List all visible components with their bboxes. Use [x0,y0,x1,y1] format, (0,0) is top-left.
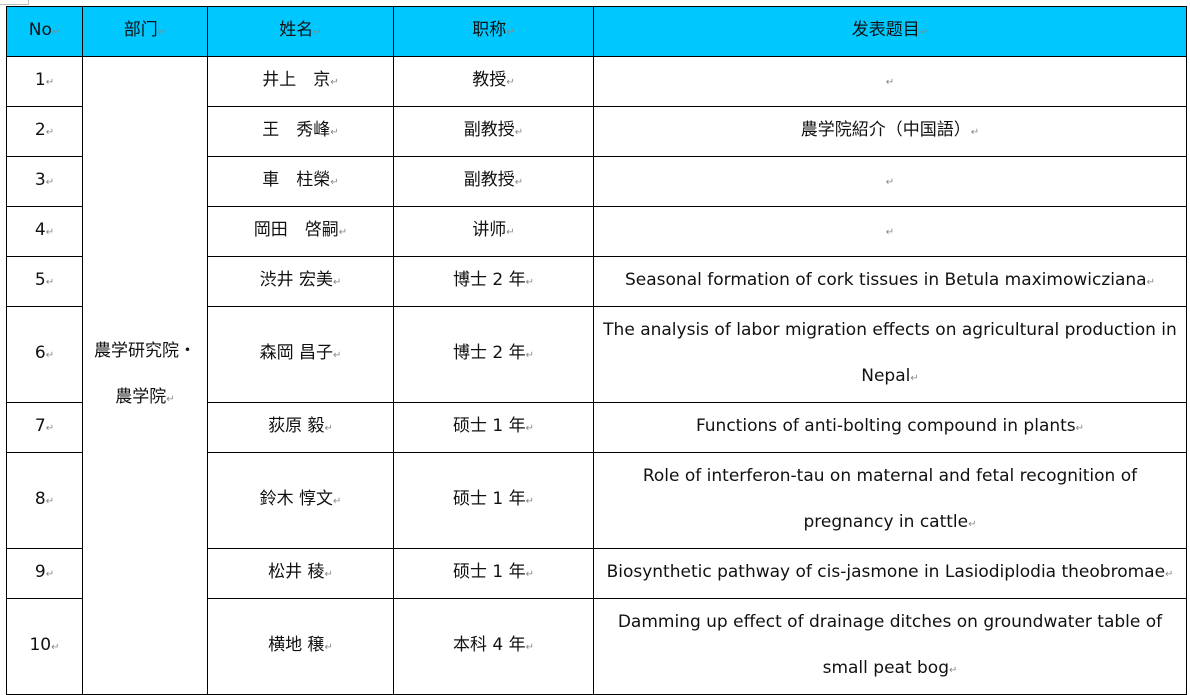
cell-title: 讲师 [393,206,594,257]
cell-name: 岡田 啓嗣 [207,206,394,257]
cell-no: 7 [6,402,83,453]
cell-title: 博士 2 年 [393,306,594,403]
table-row: 2 王 秀峰副教授農学院紹介（中国語） [6,106,1187,157]
cell-topic: Role of interferon-tau on maternal and f… [593,452,1187,549]
cell-name: 井上 京 [207,56,394,107]
cell-topic: Biosynthetic pathway of cis-jasmone in L… [593,548,1187,599]
cell-no: 6 [6,306,83,403]
cell-title: 硕士 1 年 [393,402,594,453]
column-header-department: 部门 [82,6,208,57]
cell-no: 9 [6,548,83,599]
cell-no: 2 [6,106,83,157]
cell-topic: Seasonal formation of cork tissues in Be… [593,256,1187,307]
cell-name: 渋井 宏美 [207,256,394,307]
column-header-no: No [6,6,83,57]
cell-topic: Functions of anti-bolting compound in pl… [593,402,1187,453]
cell-no: 3 [6,156,83,207]
cell-name: 森岡 昌子 [207,306,394,403]
cell-name: 鈴木 惇文 [207,452,394,549]
cell-no: 4 [6,206,83,257]
cell-no: 5 [6,256,83,307]
cell-no: 10 [6,598,83,695]
table-row: 8 鈴木 惇文硕士 1 年Role of interferon-tau on ma… [6,452,1187,549]
cell-no: 1 [6,56,83,107]
table-header-row: No 部门 姓名 职称 发表题目 [6,6,1187,57]
cell-topic [593,56,1187,107]
cell-name: 横地 穣 [207,598,394,695]
cell-topic [593,156,1187,207]
cell-topic: The analysis of labor migration effects … [593,306,1187,403]
column-header-topic: 发表题目 [593,6,1187,57]
cell-name: 松井 稜 [207,548,394,599]
page-corner-mark [0,0,29,5]
table-row: 1農学研究院・農学院井上 京教授 [6,56,1187,695]
cell-no: 8 [6,452,83,549]
cell-topic: 農学院紹介（中国語） [593,106,1187,157]
cell-name: 車 柱榮 [207,156,394,207]
cell-title: 本科 4 年 [393,598,594,695]
column-header-title: 职称 [393,6,594,57]
cell-title: 副教授 [393,156,594,207]
table-row: 3 車 柱榮副教授 [6,156,1187,207]
table-row: 6 森岡 昌子博士 2 年The analysis of labor migrat… [6,306,1187,403]
column-header-name: 姓名 [207,6,394,57]
cell-title: 副教授 [393,106,594,157]
cell-topic: Damming up effect of drainage ditches on… [593,598,1187,695]
cell-title: 硕士 1 年 [393,548,594,599]
cell-name: 王 秀峰 [207,106,394,157]
table-row: 9 松井 稜硕士 1 年Biosynthetic pathway of cis-j… [6,548,1187,599]
presenter-table: No 部门 姓名 职称 发表题目 1農学研究院・農学院井上 京教授2王 秀峰副教… [6,6,1187,695]
cell-name: 荻原 毅 [207,402,394,453]
cell-title: 博士 2 年 [393,256,594,307]
cell-title: 教授 [393,56,594,107]
cell-topic [593,206,1187,257]
cell-title: 硕士 1 年 [393,452,594,549]
table-row: 4 岡田 啓嗣讲师 [6,206,1187,257]
cell-department: 農学研究院・農学院 [82,56,208,695]
